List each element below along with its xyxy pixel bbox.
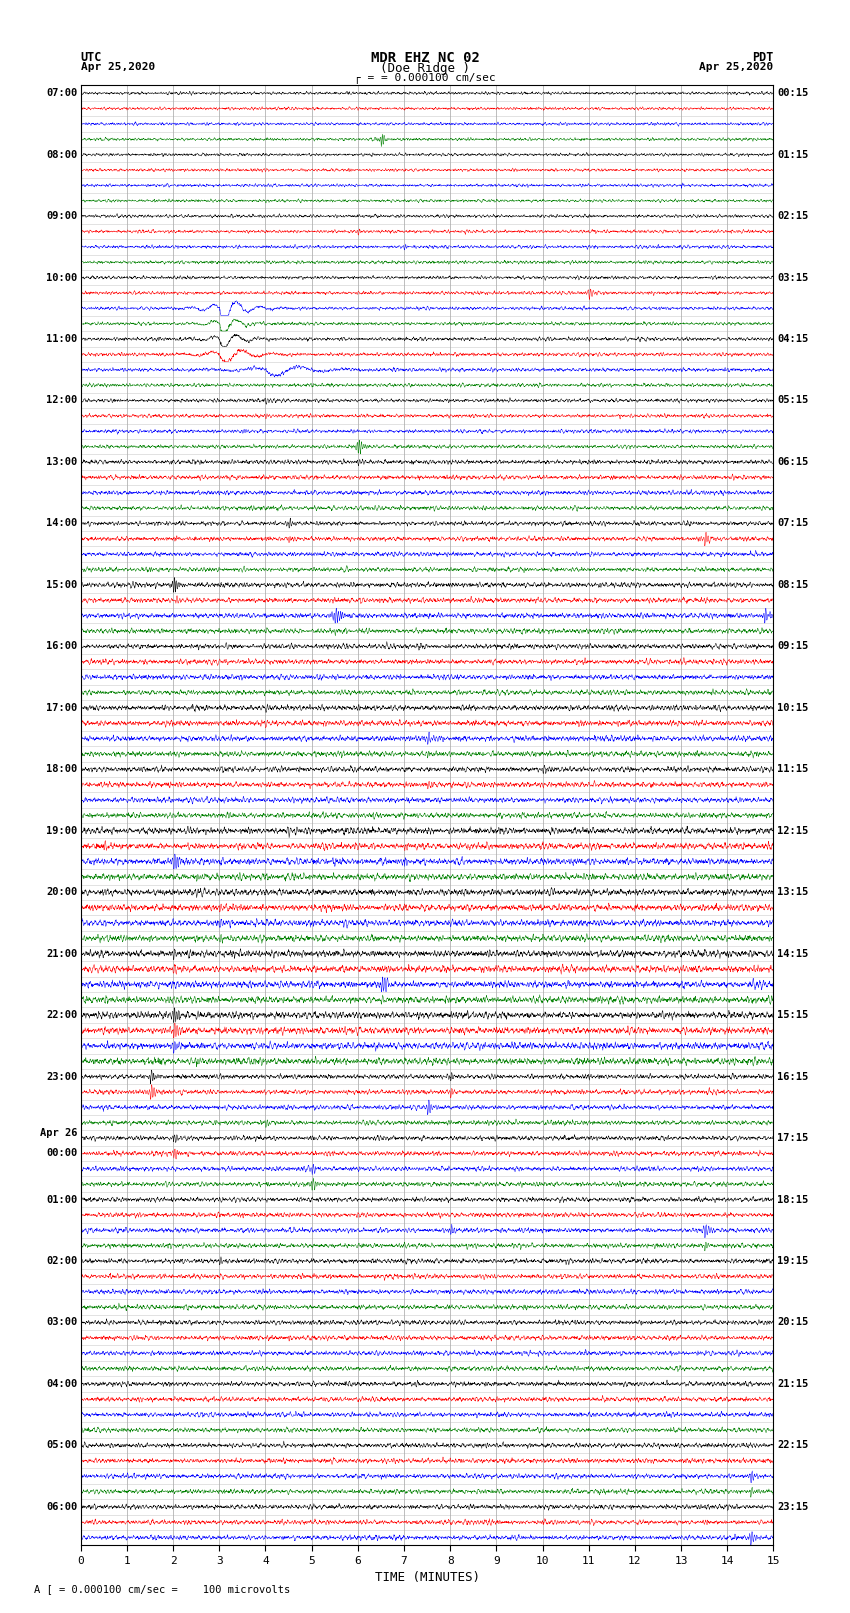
Text: 06:00: 06:00	[46, 1502, 77, 1511]
Text: 14:15: 14:15	[777, 948, 808, 958]
Text: 10:15: 10:15	[777, 703, 808, 713]
Text: 23:00: 23:00	[46, 1071, 77, 1082]
Text: UTC: UTC	[81, 50, 102, 65]
Text: 19:15: 19:15	[777, 1257, 808, 1266]
Text: 05:15: 05:15	[777, 395, 808, 405]
Text: 04:15: 04:15	[777, 334, 808, 344]
Text: 11:15: 11:15	[777, 765, 808, 774]
Text: 01:00: 01:00	[46, 1195, 77, 1205]
Text: 16:00: 16:00	[46, 642, 77, 652]
Text: PDT: PDT	[752, 50, 774, 65]
Text: 21:00: 21:00	[46, 948, 77, 958]
Text: Apr 26: Apr 26	[40, 1129, 77, 1139]
Text: MDR EHZ NC 02: MDR EHZ NC 02	[371, 50, 479, 65]
Text: 08:00: 08:00	[46, 150, 77, 160]
Text: 04:00: 04:00	[46, 1379, 77, 1389]
Text: 19:00: 19:00	[46, 826, 77, 836]
Text: 05:00: 05:00	[46, 1440, 77, 1450]
Text: 07:00: 07:00	[46, 89, 77, 98]
Text: 22:15: 22:15	[777, 1440, 808, 1450]
Text: (Doe Ridge ): (Doe Ridge )	[380, 63, 470, 76]
Text: 17:15: 17:15	[777, 1132, 808, 1144]
Text: 13:15: 13:15	[777, 887, 808, 897]
Text: 07:15: 07:15	[777, 518, 808, 529]
Text: Apr 25,2020: Apr 25,2020	[700, 63, 774, 73]
Text: 06:15: 06:15	[777, 456, 808, 466]
Text: 17:00: 17:00	[46, 703, 77, 713]
Text: 12:00: 12:00	[46, 395, 77, 405]
Text: 18:15: 18:15	[777, 1195, 808, 1205]
X-axis label: TIME (MINUTES): TIME (MINUTES)	[375, 1571, 479, 1584]
Text: 14:00: 14:00	[46, 518, 77, 529]
Text: 11:00: 11:00	[46, 334, 77, 344]
Text: 08:15: 08:15	[777, 581, 808, 590]
Text: A [ = 0.000100 cm/sec =    100 microvolts: A [ = 0.000100 cm/sec = 100 microvolts	[34, 1584, 290, 1594]
Text: 23:15: 23:15	[777, 1502, 808, 1511]
Text: 12:15: 12:15	[777, 826, 808, 836]
Text: 13:00: 13:00	[46, 456, 77, 466]
Text: 03:15: 03:15	[777, 273, 808, 282]
Text: 09:15: 09:15	[777, 642, 808, 652]
Text: 20:00: 20:00	[46, 887, 77, 897]
Text: 20:15: 20:15	[777, 1318, 808, 1327]
Text: 10:00: 10:00	[46, 273, 77, 282]
Text: 21:15: 21:15	[777, 1379, 808, 1389]
Text: 01:15: 01:15	[777, 150, 808, 160]
Text: ┌ = = 0.000100 cm/sec: ┌ = = 0.000100 cm/sec	[354, 73, 496, 84]
Text: 00:15: 00:15	[777, 89, 808, 98]
Text: 02:15: 02:15	[777, 211, 808, 221]
Text: Apr 25,2020: Apr 25,2020	[81, 63, 155, 73]
Text: 16:15: 16:15	[777, 1071, 808, 1082]
Text: 00:00: 00:00	[46, 1148, 77, 1158]
Text: 15:15: 15:15	[777, 1010, 808, 1019]
Text: 22:00: 22:00	[46, 1010, 77, 1019]
Text: 03:00: 03:00	[46, 1318, 77, 1327]
Text: 09:00: 09:00	[46, 211, 77, 221]
Text: 15:00: 15:00	[46, 581, 77, 590]
Text: 18:00: 18:00	[46, 765, 77, 774]
Text: 02:00: 02:00	[46, 1257, 77, 1266]
